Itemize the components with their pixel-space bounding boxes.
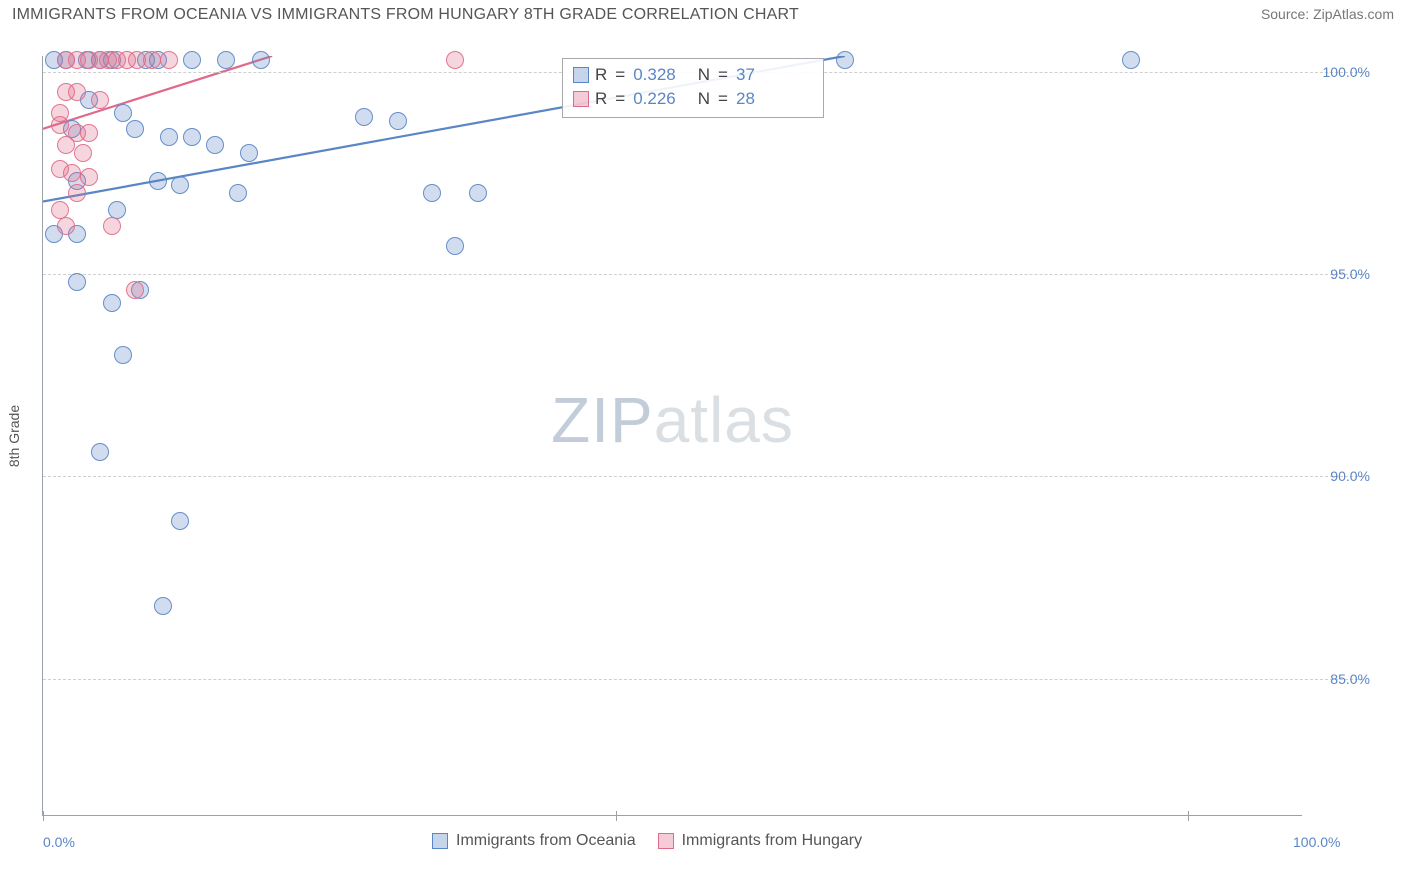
scatter-point: [469, 184, 487, 202]
scatter-point: [126, 281, 144, 299]
scatter-point: [63, 164, 81, 182]
scatter-point: [57, 217, 75, 235]
correlation-stat-box: R=0.328N=37R=0.226N=28: [562, 58, 824, 118]
x-tick: [616, 811, 617, 821]
legend-swatch: [573, 91, 589, 107]
trend-lines-svg: [43, 56, 1303, 816]
plot-wrap: 8th Grade ZIPatlas 85.0%90.0%95.0%100.0%…: [42, 56, 1372, 816]
scatter-point: [80, 124, 98, 142]
scatter-point: [103, 294, 121, 312]
legend-label: Immigrants from Hungary: [682, 832, 863, 850]
scatter-point: [91, 443, 109, 461]
legend-swatch: [658, 833, 674, 849]
legend-label: Immigrants from Oceania: [456, 832, 636, 850]
scatter-point: [206, 136, 224, 154]
scatter-point: [446, 237, 464, 255]
legend-item: Immigrants from Hungary: [658, 832, 863, 850]
stat-n-value: 37: [736, 63, 755, 87]
scatter-point: [51, 116, 69, 134]
watermark-atlas: atlas: [654, 384, 794, 456]
scatter-point: [160, 51, 178, 69]
legend-swatch: [573, 67, 589, 83]
scatter-point: [355, 108, 373, 126]
scatter-point: [836, 51, 854, 69]
plot-area: ZIPatlas 85.0%90.0%95.0%100.0%0.0%100.0%: [42, 56, 1302, 816]
y-gridline: [43, 476, 1363, 477]
scatter-point: [446, 51, 464, 69]
series-legend: Immigrants from Oceania Immigrants from H…: [432, 832, 862, 850]
x-tick-label-right: 100.0%: [1293, 834, 1340, 850]
stat-r-value: 0.226: [633, 87, 676, 111]
scatter-point: [217, 51, 235, 69]
scatter-point: [1122, 51, 1140, 69]
legend-swatch: [432, 833, 448, 849]
watermark-zip: ZIP: [551, 384, 654, 456]
y-tick-label: 95.0%: [1310, 266, 1370, 282]
y-gridline: [43, 274, 1363, 275]
scatter-point: [74, 144, 92, 162]
y-tick-label: 100.0%: [1310, 64, 1370, 80]
scatter-point: [126, 120, 144, 138]
x-tick-label-left: 0.0%: [43, 834, 75, 850]
x-tick: [43, 811, 44, 821]
scatter-point: [154, 597, 172, 615]
scatter-point: [149, 172, 167, 190]
scatter-point: [143, 51, 161, 69]
y-axis-label: 8th Grade: [6, 405, 22, 467]
scatter-point: [171, 512, 189, 530]
scatter-point: [389, 112, 407, 130]
y-gridline: [43, 679, 1363, 680]
scatter-point: [160, 128, 178, 146]
scatter-point: [423, 184, 441, 202]
scatter-point: [68, 273, 86, 291]
scatter-point: [183, 128, 201, 146]
scatter-point: [103, 217, 121, 235]
scatter-point: [91, 91, 109, 109]
chart-title: IMMIGRANTS FROM OCEANIA VS IMMIGRANTS FR…: [12, 6, 799, 24]
watermark-text: ZIPatlas: [551, 383, 794, 457]
stat-row: R=0.328N=37: [573, 63, 813, 87]
stat-r-value: 0.328: [633, 63, 676, 87]
y-tick-label: 85.0%: [1310, 671, 1370, 687]
scatter-point: [68, 184, 86, 202]
scatter-point: [240, 144, 258, 162]
stat-n-label: N: [698, 63, 710, 87]
scatter-point: [114, 104, 132, 122]
stat-n-value: 28: [736, 87, 755, 111]
scatter-point: [171, 176, 189, 194]
stat-row: R=0.226N=28: [573, 87, 813, 111]
legend-item: Immigrants from Oceania: [432, 832, 636, 850]
chart-source: Source: ZipAtlas.com: [1261, 6, 1394, 22]
scatter-point: [68, 83, 86, 101]
scatter-point: [57, 136, 75, 154]
scatter-point: [252, 51, 270, 69]
scatter-point: [183, 51, 201, 69]
scatter-point: [114, 346, 132, 364]
scatter-point: [80, 168, 98, 186]
scatter-point: [229, 184, 247, 202]
stat-r-label: R: [595, 87, 607, 111]
stat-r-label: R: [595, 63, 607, 87]
stat-n-label: N: [698, 87, 710, 111]
x-tick: [1188, 811, 1189, 821]
y-tick-label: 90.0%: [1310, 468, 1370, 484]
